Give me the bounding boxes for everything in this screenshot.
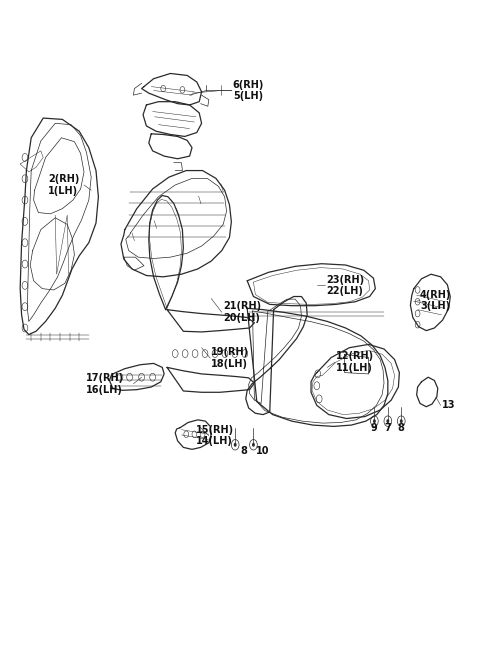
Circle shape	[252, 443, 255, 447]
Text: 19(RH)
18(LH): 19(RH) 18(LH)	[211, 348, 249, 369]
Text: 4(RH)
3(LH): 4(RH) 3(LH)	[420, 290, 451, 311]
Text: 7: 7	[384, 422, 391, 433]
Text: 23(RH)
22(LH): 23(RH) 22(LH)	[326, 275, 364, 296]
Text: 9: 9	[370, 422, 377, 433]
Circle shape	[400, 419, 403, 423]
Circle shape	[373, 419, 376, 423]
Circle shape	[234, 443, 237, 447]
Circle shape	[386, 419, 389, 423]
Text: 2(RH)
1(LH): 2(RH) 1(LH)	[48, 174, 79, 195]
Text: 12(RH)
11(LH): 12(RH) 11(LH)	[336, 352, 374, 373]
Text: 8: 8	[240, 445, 247, 456]
Text: 10: 10	[256, 445, 270, 456]
Text: 15(RH)
14(LH): 15(RH) 14(LH)	[196, 425, 234, 446]
Text: 6(RH)
5(LH): 6(RH) 5(LH)	[233, 80, 264, 101]
Text: 17(RH)
16(LH): 17(RH) 16(LH)	[85, 373, 123, 394]
Text: 13: 13	[442, 400, 455, 411]
Text: 8: 8	[398, 422, 405, 433]
Text: 21(RH)
20(LH): 21(RH) 20(LH)	[223, 302, 261, 323]
